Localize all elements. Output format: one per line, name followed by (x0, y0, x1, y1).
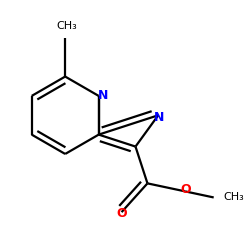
Text: CH₃: CH₃ (224, 192, 244, 202)
Text: N: N (98, 88, 108, 102)
Text: O: O (180, 183, 190, 196)
Text: CH₃: CH₃ (56, 21, 77, 31)
Text: O: O (116, 207, 127, 220)
Text: N: N (154, 111, 164, 124)
